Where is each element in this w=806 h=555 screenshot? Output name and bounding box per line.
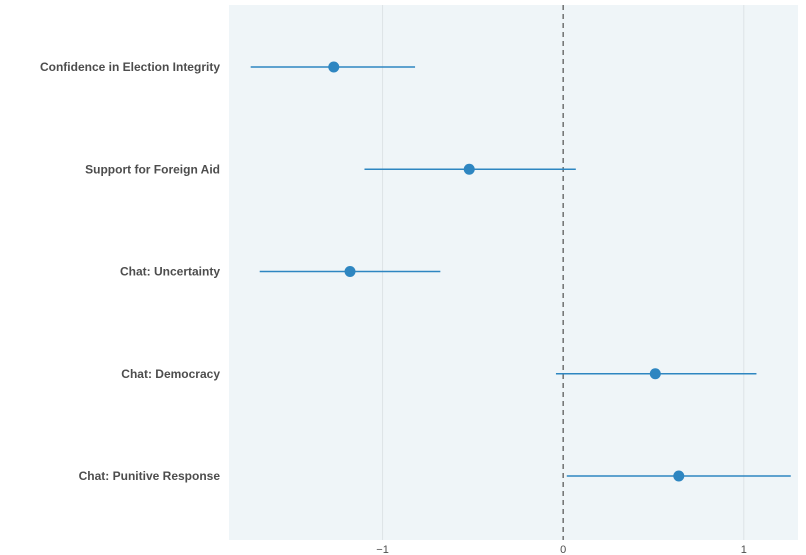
x-tick-label: 0 (560, 544, 566, 555)
estimate-point (463, 163, 475, 175)
x-tick-label: −1 (376, 544, 389, 555)
category-label: Chat: Uncertainty (120, 265, 220, 279)
estimate-point (344, 266, 356, 277)
category-label: Support for Foreign Aid (85, 162, 220, 176)
category-label: Confidence in Election Integrity (40, 60, 220, 74)
x-tick-labels: −1 0 1 (376, 544, 747, 555)
category-labels: Confidence in Election Integrity Support … (40, 60, 220, 483)
category-label: Chat: Punitive Response (79, 469, 221, 483)
x-tick-label: 1 (741, 544, 747, 555)
category-label: Chat: Democracy (121, 367, 220, 381)
estimate-points (328, 61, 685, 482)
grid-lines (382, 5, 745, 540)
plot-panel (229, 5, 798, 540)
estimate-point (673, 470, 685, 482)
estimate-point (328, 61, 340, 73)
estimate-point (649, 368, 661, 380)
